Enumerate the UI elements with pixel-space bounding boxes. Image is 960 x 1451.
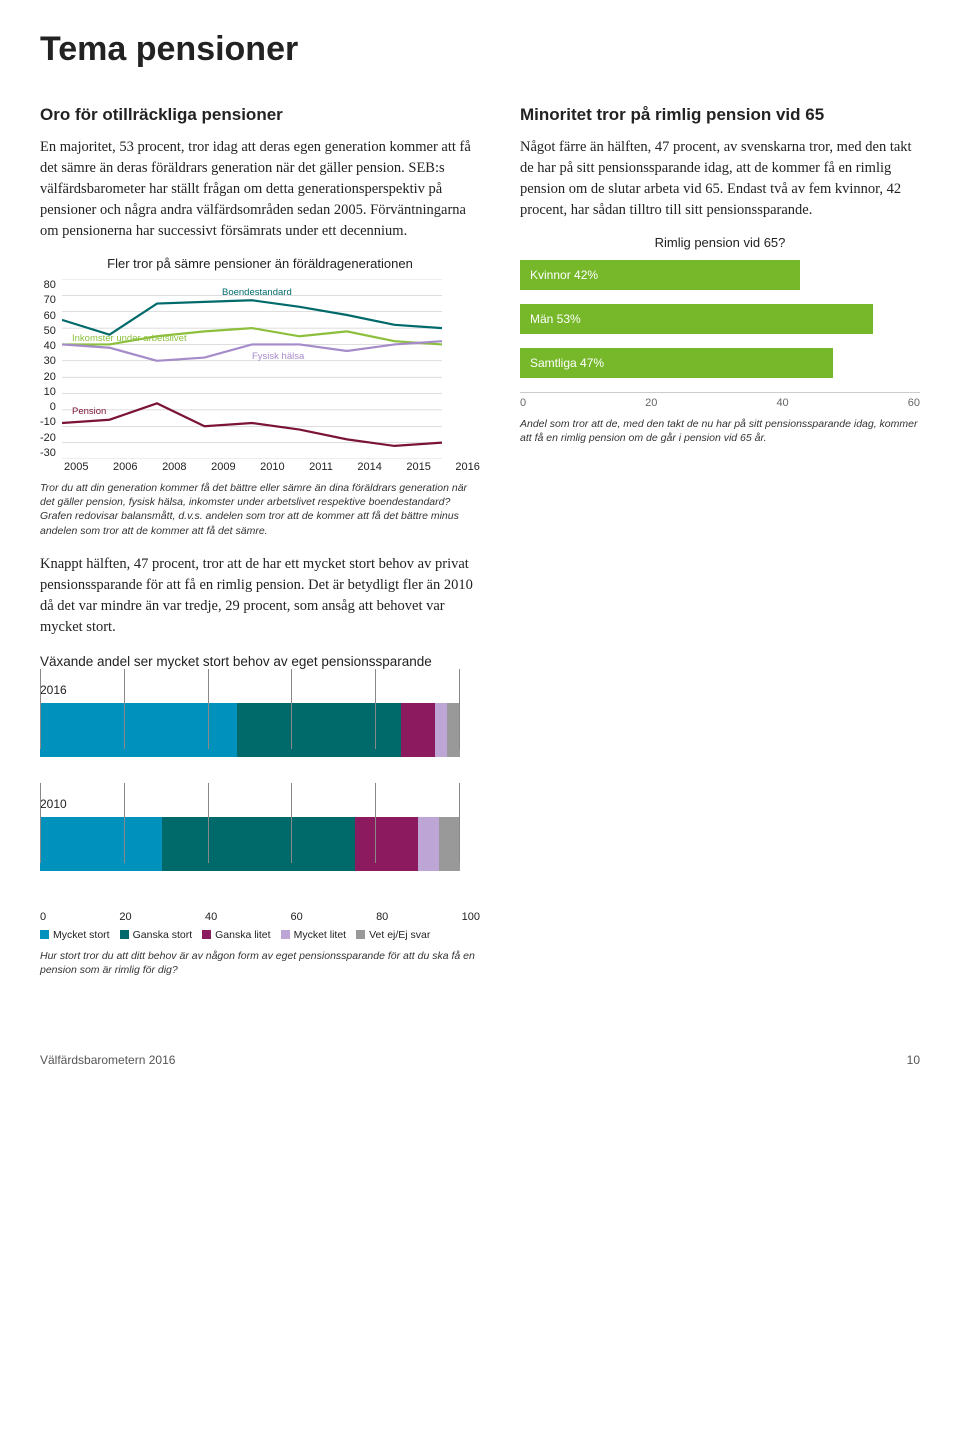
- stacked-bar-row: 2016: [40, 683, 480, 757]
- right-heading: Minoritet tror på rimlig pension vid 65: [520, 105, 920, 125]
- footer-page-number: 10: [907, 1053, 920, 1067]
- line-chart-svg: Boendestandard Inkomster under arbetslive…: [62, 279, 480, 459]
- footer-left: Välfärdsbarometern 2016: [40, 1053, 175, 1067]
- left-para-1: En majoritet, 53 procent, tror idag att …: [40, 137, 480, 242]
- legend-item: Ganska stort: [120, 929, 193, 941]
- stacked-chart: 2016 2010: [40, 683, 480, 871]
- stacked-chart-axis: 020406080100: [40, 911, 480, 923]
- left-para-2: Knappt hälften, 47 procent, tror att de …: [40, 554, 480, 638]
- right-column: Minoritet tror på rimlig pension vid 65 …: [520, 105, 920, 993]
- svg-text:Pension: Pension: [72, 406, 106, 417]
- hbar-chart: Kvinnor 42% Män 53% Samtliga 47%: [520, 260, 920, 378]
- stacked-chart-title: Växande andel ser mycket stort behov av …: [40, 654, 480, 669]
- svg-text:Boendestandard: Boendestandard: [222, 287, 292, 298]
- line-chart-y-axis: 80706050403020100-10-20-30: [40, 279, 62, 459]
- legend-item: Mycket stort: [40, 929, 110, 941]
- left-heading: Oro för otillräckliga pensioner: [40, 105, 480, 125]
- line-chart-caption: Tror du att din generation kommer få det…: [40, 481, 480, 538]
- hbar-chart-caption: Andel som tror att de, med den takt de n…: [520, 417, 920, 445]
- svg-text:Inkomster under arbetslivet: Inkomster under arbetslivet: [72, 333, 187, 344]
- hbar-row: Samtliga 47%: [520, 348, 833, 378]
- hbar-row: Män 53%: [520, 304, 873, 334]
- line-chart-title: Fler tror på sämre pensioner än föräldra…: [40, 256, 480, 271]
- line-chart: 80706050403020100-10-20-30 Boendestandar…: [40, 279, 480, 459]
- legend-item: Vet ej/Ej svar: [356, 929, 430, 941]
- right-para-1: Något färre än hälften, 47 procent, av s…: [520, 137, 920, 221]
- stacked-bar-row: 2010: [40, 797, 480, 871]
- legend-item: Ganska litet: [202, 929, 270, 941]
- page-title: Tema pensioner: [40, 30, 920, 69]
- legend-item: Mycket litet: [281, 929, 347, 941]
- left-column: Oro för otillräckliga pensioner En major…: [40, 105, 480, 993]
- hbar-chart-title: Rimlig pension vid 65?: [520, 235, 920, 250]
- hbar-chart-axis: 0204060: [520, 392, 920, 409]
- stacked-chart-caption: Hur stort tror du att ditt behov är av n…: [40, 949, 480, 977]
- svg-text:Fysisk hälsa: Fysisk hälsa: [252, 351, 305, 362]
- line-chart-x-axis: 200520062008200920102011201420152016: [40, 461, 480, 473]
- stacked-chart-legend: Mycket stort Ganska stort Ganska litet Myck…: [40, 929, 480, 941]
- page-footer: Välfärdsbarometern 2016 10: [40, 1053, 920, 1067]
- hbar-row: Kvinnor 42%: [520, 260, 800, 290]
